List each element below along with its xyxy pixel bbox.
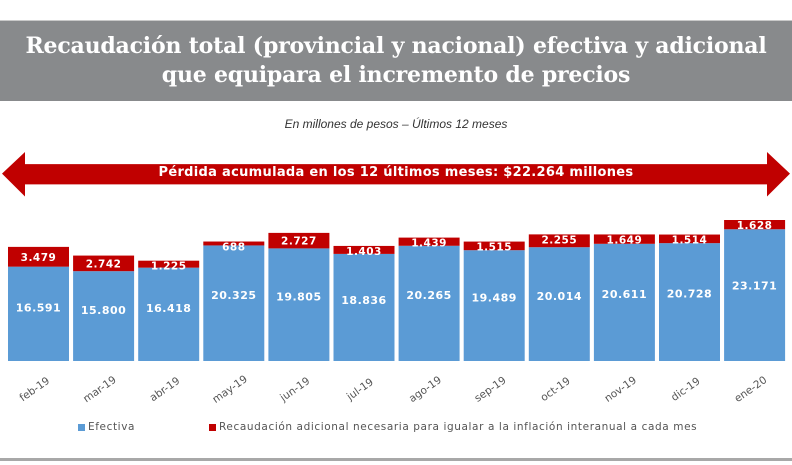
bar-adicional: [593, 234, 655, 244]
double-arrow-banner: [2, 152, 790, 197]
bar-efectiva: [268, 248, 330, 361]
bar-efectiva: [724, 229, 786, 361]
data-label-adicional: 2.727: [281, 236, 317, 248]
bar-adicional: [724, 220, 786, 230]
x-tick-label: nov-19: [602, 374, 639, 405]
data-label-adicional: 2.742: [86, 258, 122, 270]
x-tick-label: sep-19: [472, 374, 508, 404]
data-label-efectiva: 19.805: [276, 291, 321, 304]
legend-item-adicional: Recaudación adicional necesaria para igu…: [209, 421, 697, 433]
bar-efectiva: [593, 243, 655, 361]
bar-efectiva: [659, 243, 720, 361]
legend-label-efectiva: Efectiva: [88, 421, 136, 433]
bar-group-nov-19: 20.611 1.649 nov-19: [593, 234, 655, 405]
data-label-efectiva: 18.836: [341, 294, 386, 307]
bar-group-jun-19: 19.805 2.727 jun-19: [268, 232, 330, 405]
bar-adicional: [73, 255, 135, 272]
data-label-adicional: 1.514: [672, 235, 708, 247]
bar-group-oct-19: 20.014 2.255 oct-19: [528, 234, 590, 404]
legend-item-efectiva: Efectiva: [78, 421, 135, 433]
x-tick-label: abr-19: [148, 375, 183, 404]
bar-adicional: [333, 245, 395, 254]
bar-efectiva: [138, 267, 200, 361]
bar-group-abr-19: 16.418 1.225 abr-19: [138, 260, 200, 404]
data-label-efectiva: 16.591: [16, 301, 61, 314]
bar-adicional: [463, 241, 525, 251]
x-tick-label: jun-19: [277, 375, 312, 405]
bar-group-sep-19: 19.489 1.515 sep-19: [463, 241, 525, 405]
bar-efectiva: [333, 253, 395, 361]
bar-efectiva: [203, 245, 265, 361]
cumulative-loss-annotation: Pérdida acumulada en los 12 últimos mese…: [158, 165, 634, 180]
bar-group-ago-19: 20.265 1.439 ago-19: [398, 237, 460, 405]
data-label-efectiva: 19.489: [471, 292, 516, 305]
data-label-adicional: 688: [222, 242, 245, 254]
data-label-efectiva: 20.325: [211, 289, 256, 302]
bar-group-feb-19: 16.591 3.479 feb-19: [8, 246, 69, 404]
bar-group-ene-20: 23.171 1.628 ene-20: [724, 220, 786, 405]
x-tick-label: may-19: [210, 373, 250, 406]
bar-efectiva: [398, 245, 460, 361]
x-tick-label: dic-19: [669, 375, 703, 403]
x-tick-label: jul-19: [344, 376, 376, 403]
chart-title-line-2: que equipara el incremento de precios: [161, 62, 631, 88]
bar-group-dic-19: 20.728 1.514 dic-19: [659, 234, 720, 404]
bar-adicional: [528, 234, 590, 248]
double-arrow-shape: [2, 152, 790, 197]
data-label-efectiva: 20.265: [406, 289, 451, 302]
data-label-adicional: 3.479: [21, 252, 57, 264]
data-label-efectiva: 20.611: [602, 288, 647, 301]
bar-adicional: [203, 241, 265, 246]
bar-adicional: [398, 237, 460, 246]
bar-adicional: [268, 232, 330, 249]
bottom-divider: [0, 458, 792, 461]
title-band: Recaudación total (provincial y nacional…: [0, 20, 792, 101]
bar-adicional: [8, 246, 69, 267]
bar-efectiva: [8, 266, 69, 361]
bar-group-mar-19: 15.800 2.742 mar-19: [73, 255, 135, 405]
legend-swatch-adicional: [209, 423, 216, 431]
stacked-bar-chart: 16.591 3.479 feb-19 15.800 2.742 mar-19 16.418…: [8, 220, 786, 406]
data-label-adicional: 1.515: [476, 242, 512, 254]
chart-legend: Efectiva Recaudación adicional necesaria…: [78, 421, 767, 434]
data-label-adicional: 1.649: [607, 234, 643, 246]
chart-subtitle: En millones de pesos – Últimos 12 meses: [284, 117, 508, 131]
x-tick-label: ago-19: [407, 374, 444, 405]
bar-adicional: [659, 234, 720, 244]
legend-label-adicional: Recaudación adicional necesaria para igu…: [219, 421, 698, 433]
legend-swatch-efectiva: [78, 423, 85, 431]
data-label-adicional: 1.403: [346, 246, 382, 258]
x-tick-label: mar-19: [81, 374, 119, 405]
chart-title-line-1: Recaudación total (provincial y nacional…: [25, 33, 767, 59]
bar-efectiva: [528, 247, 590, 361]
bar-efectiva: [73, 271, 135, 361]
bar-efectiva: [463, 250, 525, 361]
bar-adicional: [138, 260, 200, 268]
data-label-efectiva: 15.800: [81, 304, 126, 317]
data-label-efectiva: 20.014: [537, 290, 582, 303]
x-tick-label: feb-19: [17, 375, 52, 404]
bar-group-jul-19: 18.836 1.403 jul-19: [333, 245, 395, 404]
data-label-adicional: 2.255: [541, 234, 577, 246]
data-label-efectiva: 23.171: [732, 280, 777, 293]
x-tick-label: oct-19: [538, 375, 572, 404]
data-label-adicional: 1.628: [737, 220, 773, 232]
bar-group-may-19: 20.325 688 may-19: [203, 241, 265, 406]
data-label-efectiva: 20.728: [667, 288, 712, 301]
data-label-adicional: 1.439: [411, 238, 447, 250]
x-tick-label: ene-20: [732, 374, 769, 405]
data-label-adicional: 1.225: [151, 261, 187, 273]
data-label-efectiva: 16.418: [146, 302, 191, 315]
